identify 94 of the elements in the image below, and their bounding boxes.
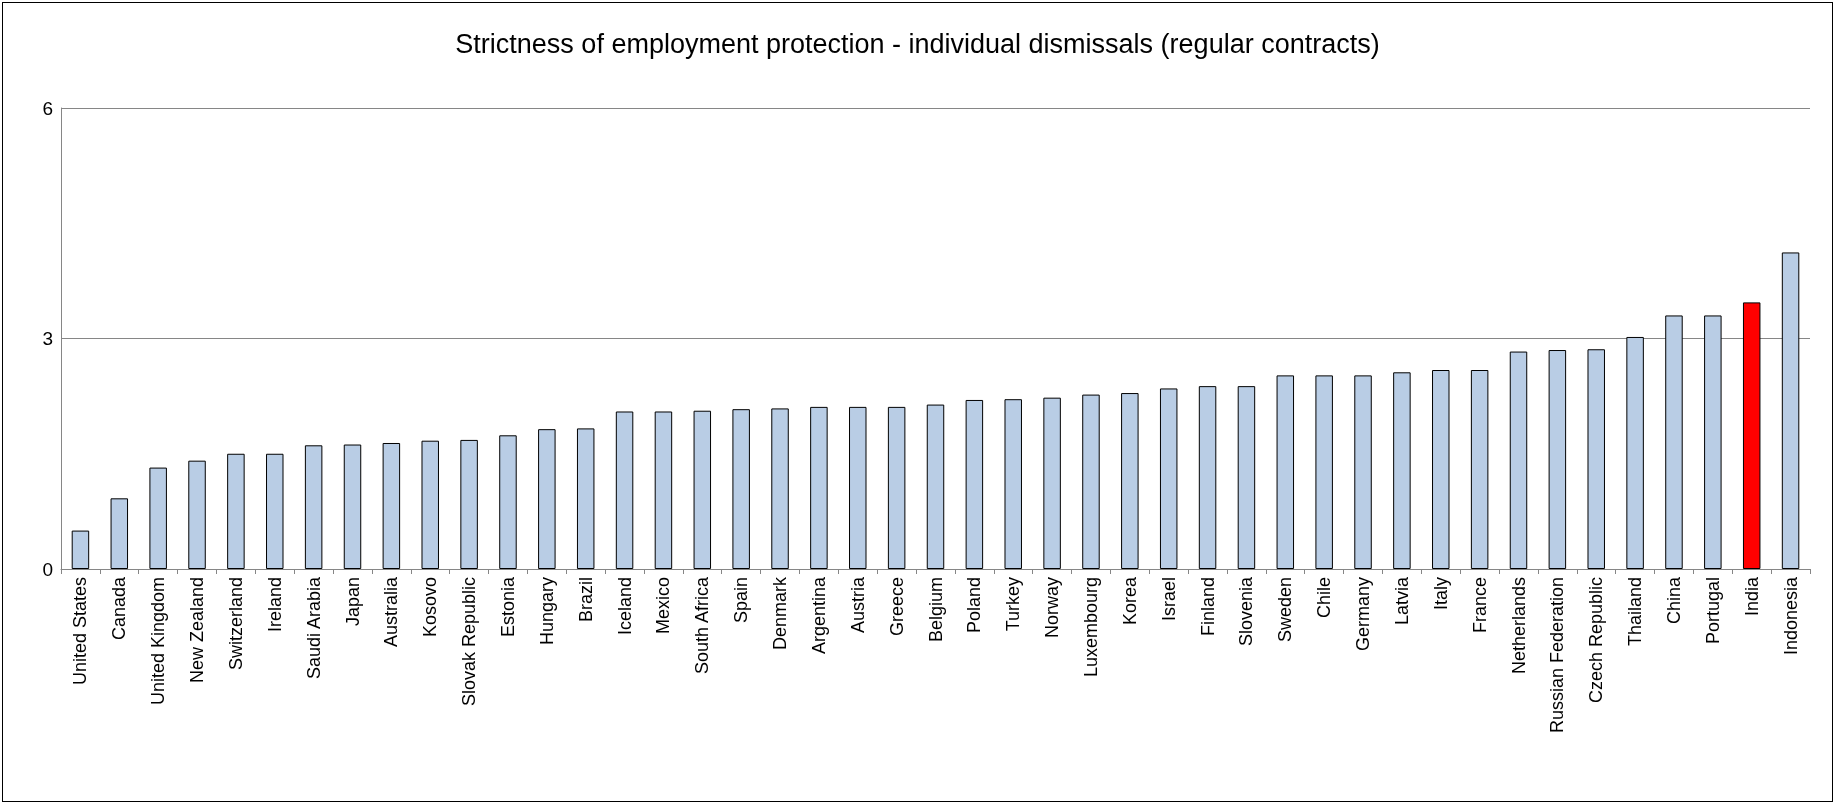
bar (1198, 386, 1217, 569)
bar (849, 406, 867, 569)
x-tick-label: Turkey (1003, 577, 1024, 632)
x-tick-label: Germany (1353, 577, 1374, 652)
bar (382, 442, 401, 569)
bar (1354, 375, 1372, 569)
x-tick-label: United States (70, 577, 91, 686)
bar (965, 399, 984, 569)
bar (771, 408, 789, 569)
bar (1121, 393, 1139, 569)
x-tick-label: Canada (109, 576, 130, 641)
bar (1004, 399, 1022, 569)
bar (149, 467, 167, 569)
bar (188, 460, 206, 569)
x-tick-label: Indonesia (1780, 576, 1801, 656)
bar (576, 428, 595, 569)
bar (227, 453, 245, 569)
bar (615, 411, 634, 569)
y-tick-label: 6 (42, 97, 53, 119)
bar (1393, 372, 1411, 569)
bar (1432, 370, 1450, 569)
x-tick-label: Korea (1119, 576, 1140, 626)
bar (266, 453, 284, 569)
x-tick-label: South Africa (692, 576, 713, 675)
x-tick-label: Iceland (614, 577, 635, 636)
bar (421, 440, 439, 569)
x-tick-label: Thailand (1625, 577, 1646, 647)
x-tick-label: Estonia (497, 576, 518, 638)
x-tick-label: Hungary (536, 577, 557, 646)
x-tick-label: Kosovo (420, 577, 441, 638)
bar (1548, 350, 1567, 569)
x-tick-label: Sweden (1275, 577, 1296, 643)
x-tick-label: Spain (731, 577, 752, 624)
bar (538, 429, 556, 569)
bar (343, 444, 362, 569)
bar (887, 406, 906, 569)
x-tick-label: Switzerland (225, 577, 246, 671)
x-tick-label: Israel (1158, 577, 1179, 622)
x-tick-label: Czech Republic (1586, 577, 1607, 704)
x-tick-label: Brazil (575, 577, 596, 623)
bar (1781, 252, 1800, 569)
x-tick-label: Chile (1314, 577, 1335, 619)
x-tick-label: Slovak Republic (459, 577, 480, 707)
bar (732, 409, 750, 569)
x-tick-label: France (1469, 577, 1490, 634)
bar (1665, 315, 1683, 569)
x-tick-label: China (1663, 576, 1684, 625)
x-tick-label: Argentina (808, 576, 829, 655)
x-tick-label: Portugal (1702, 577, 1723, 645)
x-tick-label: Japan (342, 577, 363, 627)
x-tick-label: Ireland (264, 577, 285, 633)
bar (1626, 336, 1644, 569)
x-tick-label: Saudi Arabia (303, 576, 324, 680)
bar (1742, 302, 1761, 569)
bar (1704, 315, 1722, 569)
bar (1082, 394, 1100, 569)
bar (926, 404, 945, 569)
bar (1509, 351, 1528, 569)
x-tick-label: Netherlands (1508, 577, 1529, 675)
bar (110, 498, 129, 569)
bar (1237, 386, 1256, 569)
bar (1470, 370, 1489, 569)
x-tick-label: Belgium (925, 577, 946, 643)
bar (654, 411, 673, 569)
x-tick-label: Luxembourg (1080, 577, 1101, 678)
x-tick-label: Australia (381, 576, 402, 648)
bar (71, 530, 90, 569)
y-tick-label: 3 (42, 328, 53, 349)
bar (304, 445, 323, 569)
y-tick-label: 0 (42, 558, 53, 580)
bar (460, 439, 478, 569)
x-tick-label: New Zealand (187, 577, 208, 684)
x-tick-label: Greece (886, 577, 907, 637)
x-tick-label: United Kingdom (148, 577, 169, 706)
bar (810, 406, 828, 569)
bar (1587, 349, 1605, 569)
x-tick-label: Denmark (770, 576, 791, 651)
chart-title: Strictness of employment protection - individual dismissals (regular contracts) (455, 28, 1380, 59)
x-tick-label: Slovenia (1236, 576, 1257, 647)
x-tick-label: Norway (1042, 577, 1063, 639)
x-tick-label: Finland (1197, 577, 1218, 637)
x-tick-label: Austria (847, 576, 868, 634)
bar (693, 410, 712, 569)
bar (499, 435, 517, 569)
x-tick-label: Latvia (1391, 576, 1412, 626)
bar (1159, 388, 1178, 569)
bar (1315, 375, 1333, 569)
x-tick-label: Russian Federation (1547, 577, 1568, 734)
x-tick-label: Mexico (653, 577, 674, 635)
x-tick-label: Italy (1430, 577, 1451, 611)
bar (1276, 375, 1295, 569)
x-tick-label: Poland (964, 577, 985, 634)
bar (1043, 397, 1061, 569)
x-tick-label: India (1741, 576, 1762, 617)
